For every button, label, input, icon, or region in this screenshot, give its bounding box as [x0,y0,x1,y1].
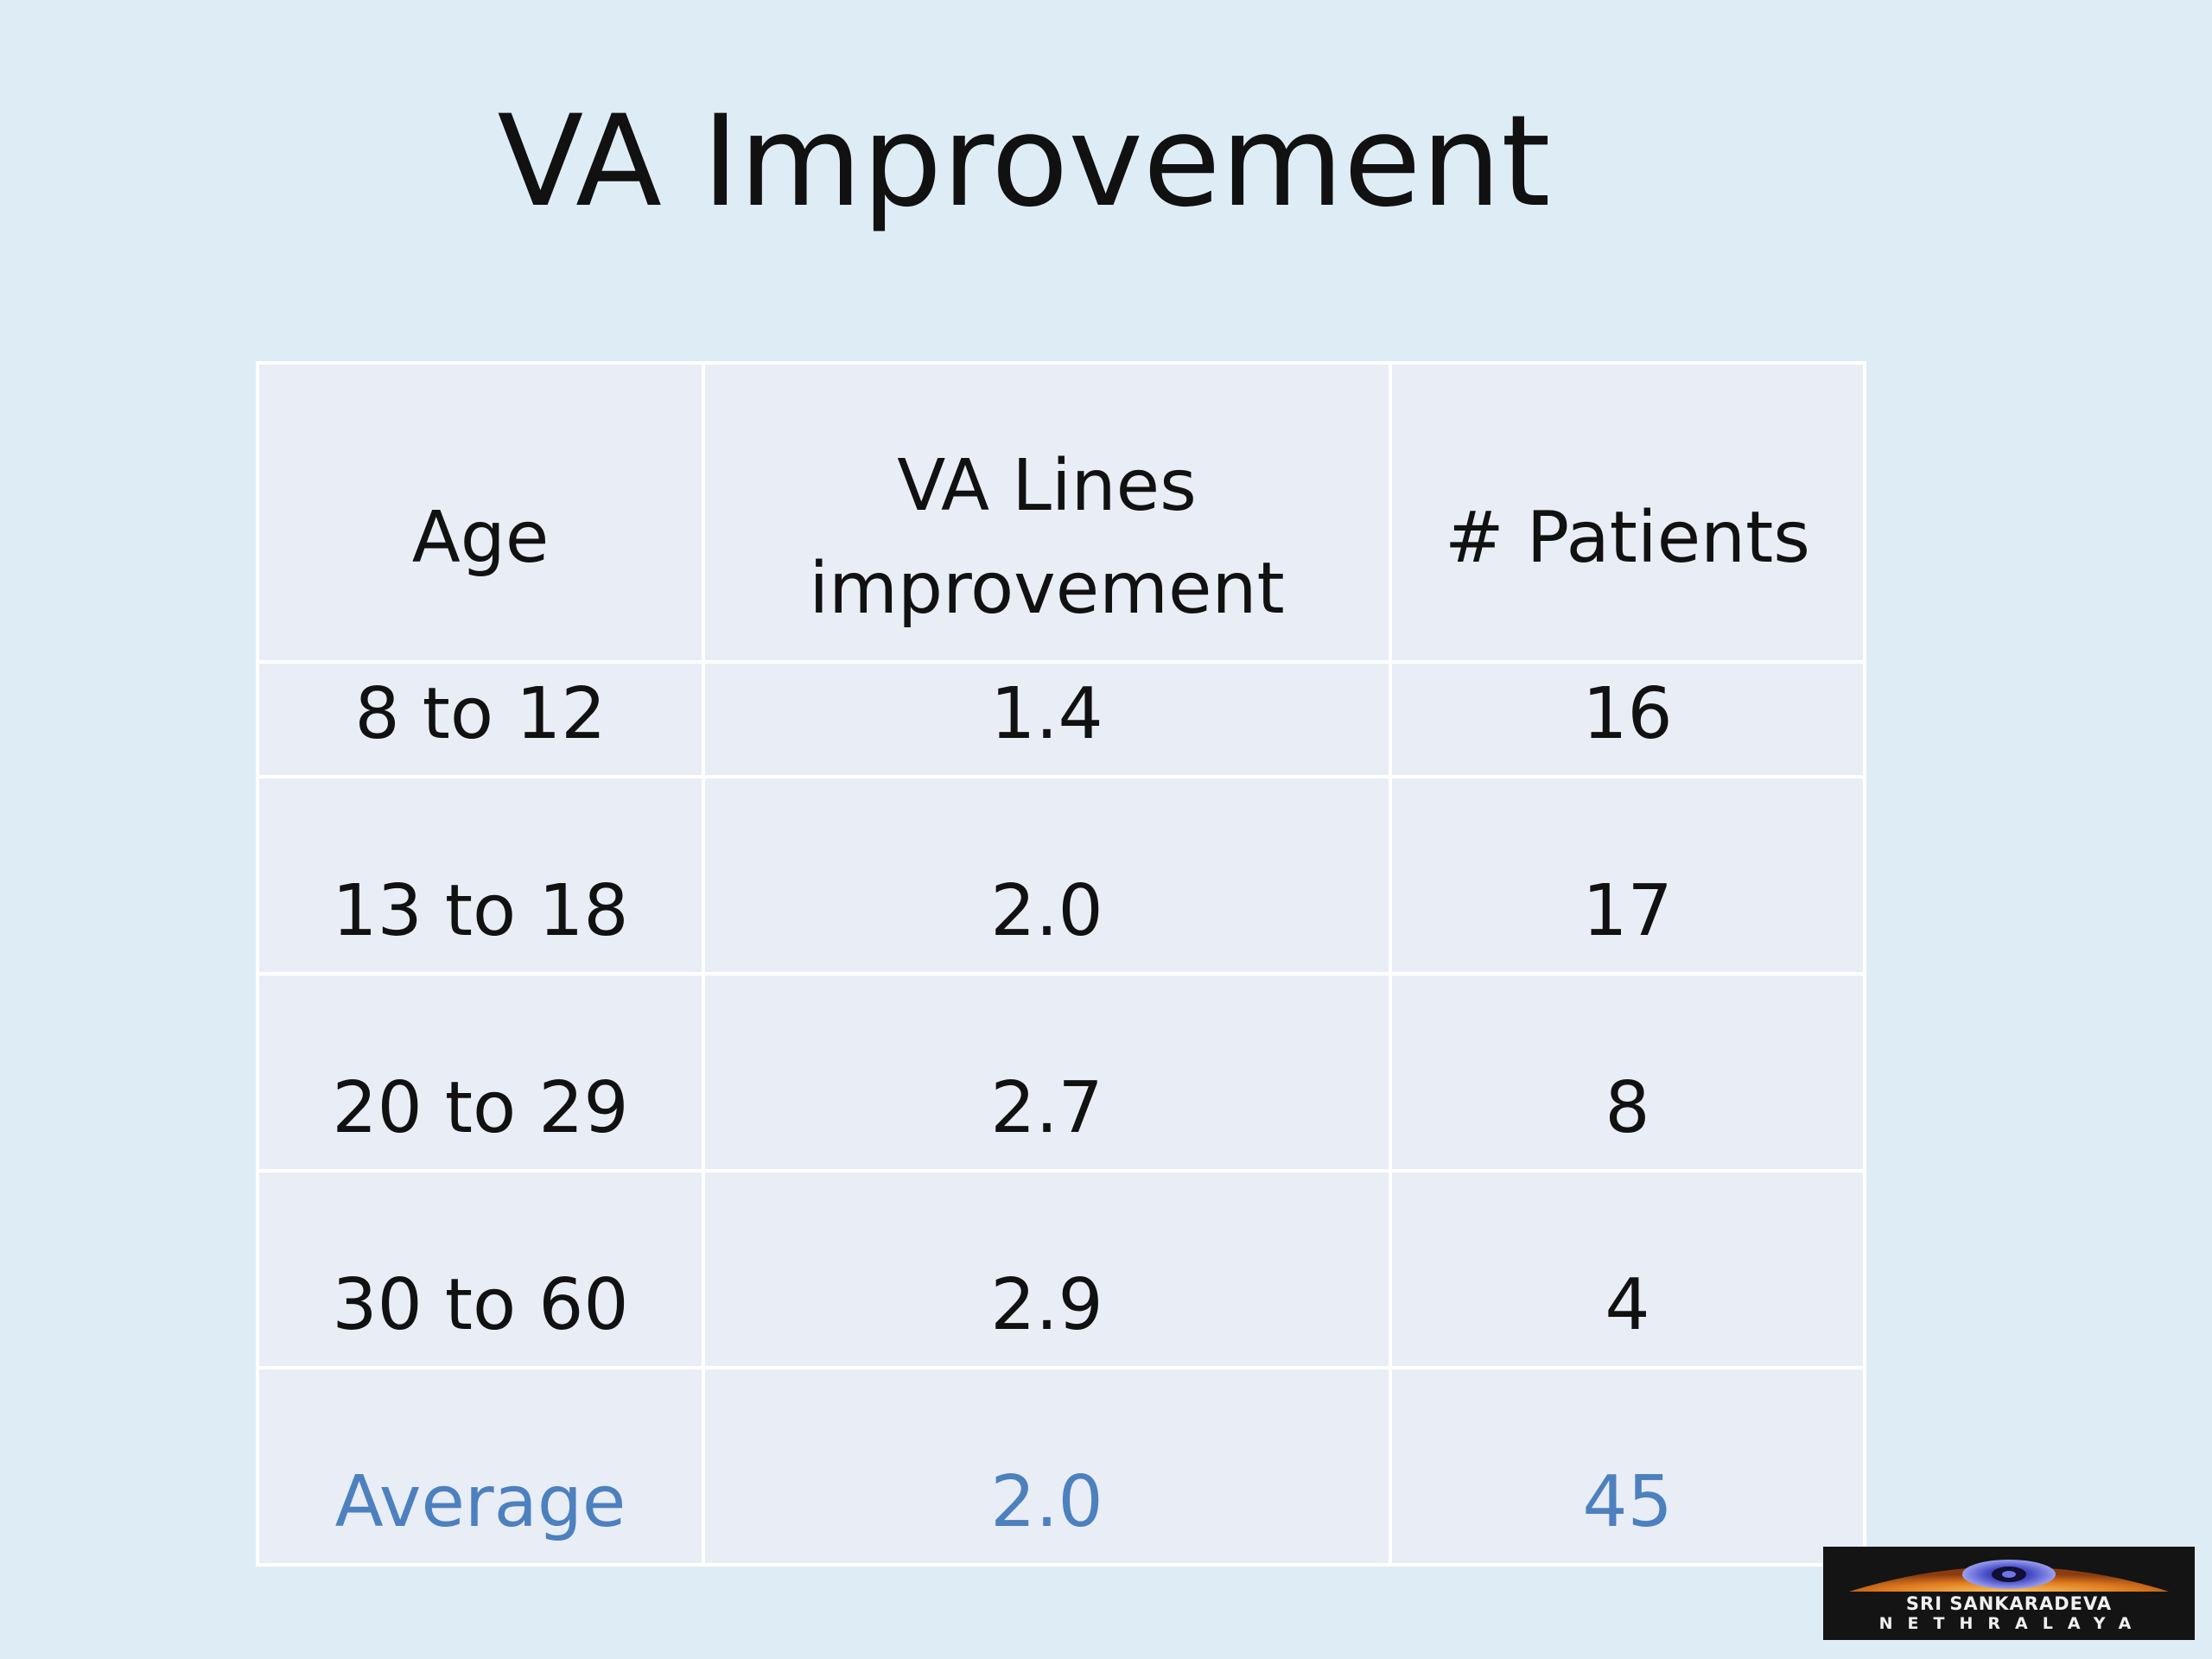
header-age: Age [256,361,705,664]
table-header-row: Age VA Lines improvement # Patients [256,361,1866,664]
cell-patients: 16 [1389,660,1866,779]
header-va-lines-improvement: VA Lines improvement [702,361,1392,664]
table-row: 8 to 12 1.4 16 [256,660,1866,779]
cell-va-lines: 2.0 [702,774,1392,976]
slide-title: VA Improvement [497,88,1551,235]
va-improvement-table: Age VA Lines improvement # Patients 8 to… [256,361,1866,1567]
cell-age: 8 to 12 [256,660,705,779]
average-row: Average 2.0 45 [256,1365,1866,1567]
cell-va-lines: 1.4 [702,660,1392,779]
table-row: 13 to 18 2.0 17 [256,774,1866,976]
cell-total-patients: 45 [1389,1365,1866,1567]
sri-sankaradeva-nethralaya-logo: SRI SANKARADEVA NETHRALAYA [1823,1547,2195,1640]
cell-patients: 8 [1389,971,1866,1173]
logo-text-line2: NETHRALAYA [1878,1614,2146,1633]
table-row: 30 to 60 2.9 4 [256,1168,1866,1370]
cell-age: 30 to 60 [256,1168,705,1370]
table-row: 20 to 29 2.7 8 [256,971,1866,1173]
cell-va-lines: 2.9 [702,1168,1392,1370]
logo-text-line1: SRI SANKARADEVA [1905,1593,2113,1614]
cell-average-label: Average [256,1365,705,1567]
cell-age: 20 to 29 [256,971,705,1173]
cell-age: 13 to 18 [256,774,705,976]
cell-patients: 4 [1389,1168,1866,1370]
cell-patients: 17 [1389,774,1866,976]
cell-va-lines: 2.7 [702,971,1392,1173]
eye-arc-icon [1849,1560,2169,1592]
header-patients: # Patients [1389,361,1866,664]
cell-average-va-lines: 2.0 [702,1365,1392,1567]
